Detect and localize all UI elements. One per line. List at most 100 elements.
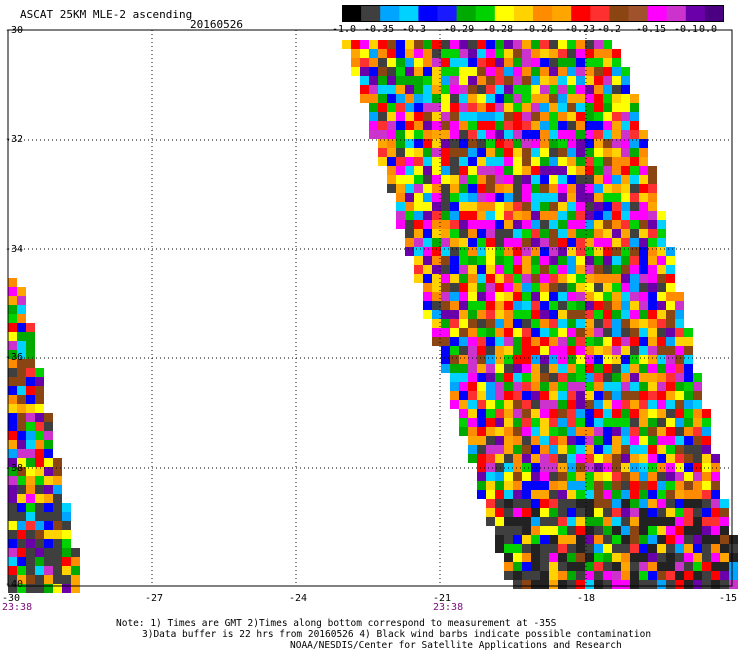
swath-cell bbox=[531, 364, 540, 373]
swath-cell bbox=[423, 220, 432, 229]
swath-cell bbox=[648, 454, 657, 463]
swath-cell bbox=[630, 463, 639, 472]
swath-cell bbox=[612, 355, 621, 364]
swath-cell bbox=[495, 148, 504, 157]
swath-cell bbox=[44, 530, 53, 539]
swath-cell bbox=[639, 400, 648, 409]
swath-cell bbox=[26, 575, 35, 584]
swath-cell bbox=[639, 418, 648, 427]
swath-cell bbox=[621, 184, 630, 193]
swath-cell bbox=[675, 580, 684, 589]
swath-cell bbox=[684, 346, 693, 355]
swath-cell bbox=[684, 508, 693, 517]
swath-cell bbox=[486, 328, 495, 337]
swath-cell bbox=[639, 562, 648, 571]
swath-cell bbox=[549, 247, 558, 256]
swath-cell bbox=[35, 512, 44, 521]
swath-cell bbox=[594, 40, 603, 49]
swath-cell bbox=[522, 454, 531, 463]
swath-cell bbox=[684, 364, 693, 373]
swath-cell bbox=[495, 472, 504, 481]
swath-cell bbox=[603, 103, 612, 112]
swath-cell bbox=[387, 157, 396, 166]
swath-cell bbox=[504, 328, 513, 337]
swath-cell bbox=[522, 472, 531, 481]
swath-cell bbox=[621, 148, 630, 157]
swath-cell bbox=[639, 319, 648, 328]
swath-cell bbox=[513, 355, 522, 364]
swath-cell bbox=[540, 94, 549, 103]
swath-cell bbox=[513, 40, 522, 49]
swath-cell bbox=[639, 148, 648, 157]
swath-cell bbox=[477, 238, 486, 247]
swath-cell bbox=[630, 427, 639, 436]
swath-cell bbox=[558, 40, 567, 49]
swath-cell bbox=[549, 112, 558, 121]
swath-cell bbox=[495, 193, 504, 202]
swath-cell bbox=[459, 184, 468, 193]
swath-cell bbox=[414, 85, 423, 94]
swath-cell bbox=[513, 103, 522, 112]
swath-cell bbox=[405, 121, 414, 130]
swath-cell bbox=[531, 553, 540, 562]
swath-cell bbox=[26, 359, 35, 368]
swath-cell bbox=[477, 148, 486, 157]
swath-cell bbox=[540, 274, 549, 283]
swath-cell bbox=[17, 458, 26, 467]
swath-cell bbox=[432, 94, 441, 103]
swath-cell bbox=[639, 175, 648, 184]
swath-cell bbox=[486, 337, 495, 346]
swath-cell bbox=[450, 94, 459, 103]
swath-cell bbox=[414, 220, 423, 229]
swath-cell bbox=[468, 418, 477, 427]
swath-cell bbox=[522, 310, 531, 319]
swath-cell bbox=[657, 427, 666, 436]
swath-cell bbox=[648, 418, 657, 427]
swath-cell bbox=[414, 148, 423, 157]
swath-cell bbox=[549, 283, 558, 292]
swath-cell bbox=[441, 265, 450, 274]
swath-cell bbox=[621, 418, 630, 427]
swath-cell bbox=[603, 337, 612, 346]
swath-cell bbox=[594, 490, 603, 499]
swath-cell bbox=[531, 301, 540, 310]
swath-cell bbox=[549, 148, 558, 157]
swath-cell bbox=[531, 121, 540, 130]
swath-cell bbox=[522, 157, 531, 166]
swath-cell bbox=[495, 58, 504, 67]
swath-cell bbox=[378, 157, 387, 166]
swath-cell bbox=[549, 427, 558, 436]
swath-cell bbox=[450, 40, 459, 49]
swath-cell bbox=[477, 76, 486, 85]
swath-cell bbox=[513, 157, 522, 166]
swath-cell bbox=[621, 76, 630, 85]
swath-cell bbox=[621, 283, 630, 292]
swath-cell bbox=[432, 67, 441, 76]
color-scale-swatch bbox=[494, 5, 515, 22]
swath-cell bbox=[504, 166, 513, 175]
swath-cell bbox=[549, 508, 558, 517]
swath-cell bbox=[513, 274, 522, 283]
swath-cell bbox=[17, 341, 26, 350]
swath-cell bbox=[360, 58, 369, 67]
swath-cell bbox=[666, 265, 675, 274]
swath-cell bbox=[639, 490, 648, 499]
swath-cell bbox=[675, 508, 684, 517]
swath-cell bbox=[549, 445, 558, 454]
swath-cell bbox=[666, 328, 675, 337]
swath-cell bbox=[459, 76, 468, 85]
swath-cell bbox=[630, 238, 639, 247]
swath-cell bbox=[450, 346, 459, 355]
swath-cell bbox=[585, 256, 594, 265]
swath-cell bbox=[504, 220, 513, 229]
swath-cell bbox=[513, 256, 522, 265]
swath-cell bbox=[621, 139, 630, 148]
swath-cell bbox=[612, 121, 621, 130]
swath-cell bbox=[648, 220, 657, 229]
swath-cell bbox=[531, 130, 540, 139]
footer-note-1: Note: 1) Times are GMT 2)Times along bot… bbox=[116, 618, 557, 629]
swath-cell bbox=[513, 337, 522, 346]
swath-cell bbox=[612, 220, 621, 229]
swath-cell bbox=[567, 499, 576, 508]
swath-cell bbox=[432, 274, 441, 283]
